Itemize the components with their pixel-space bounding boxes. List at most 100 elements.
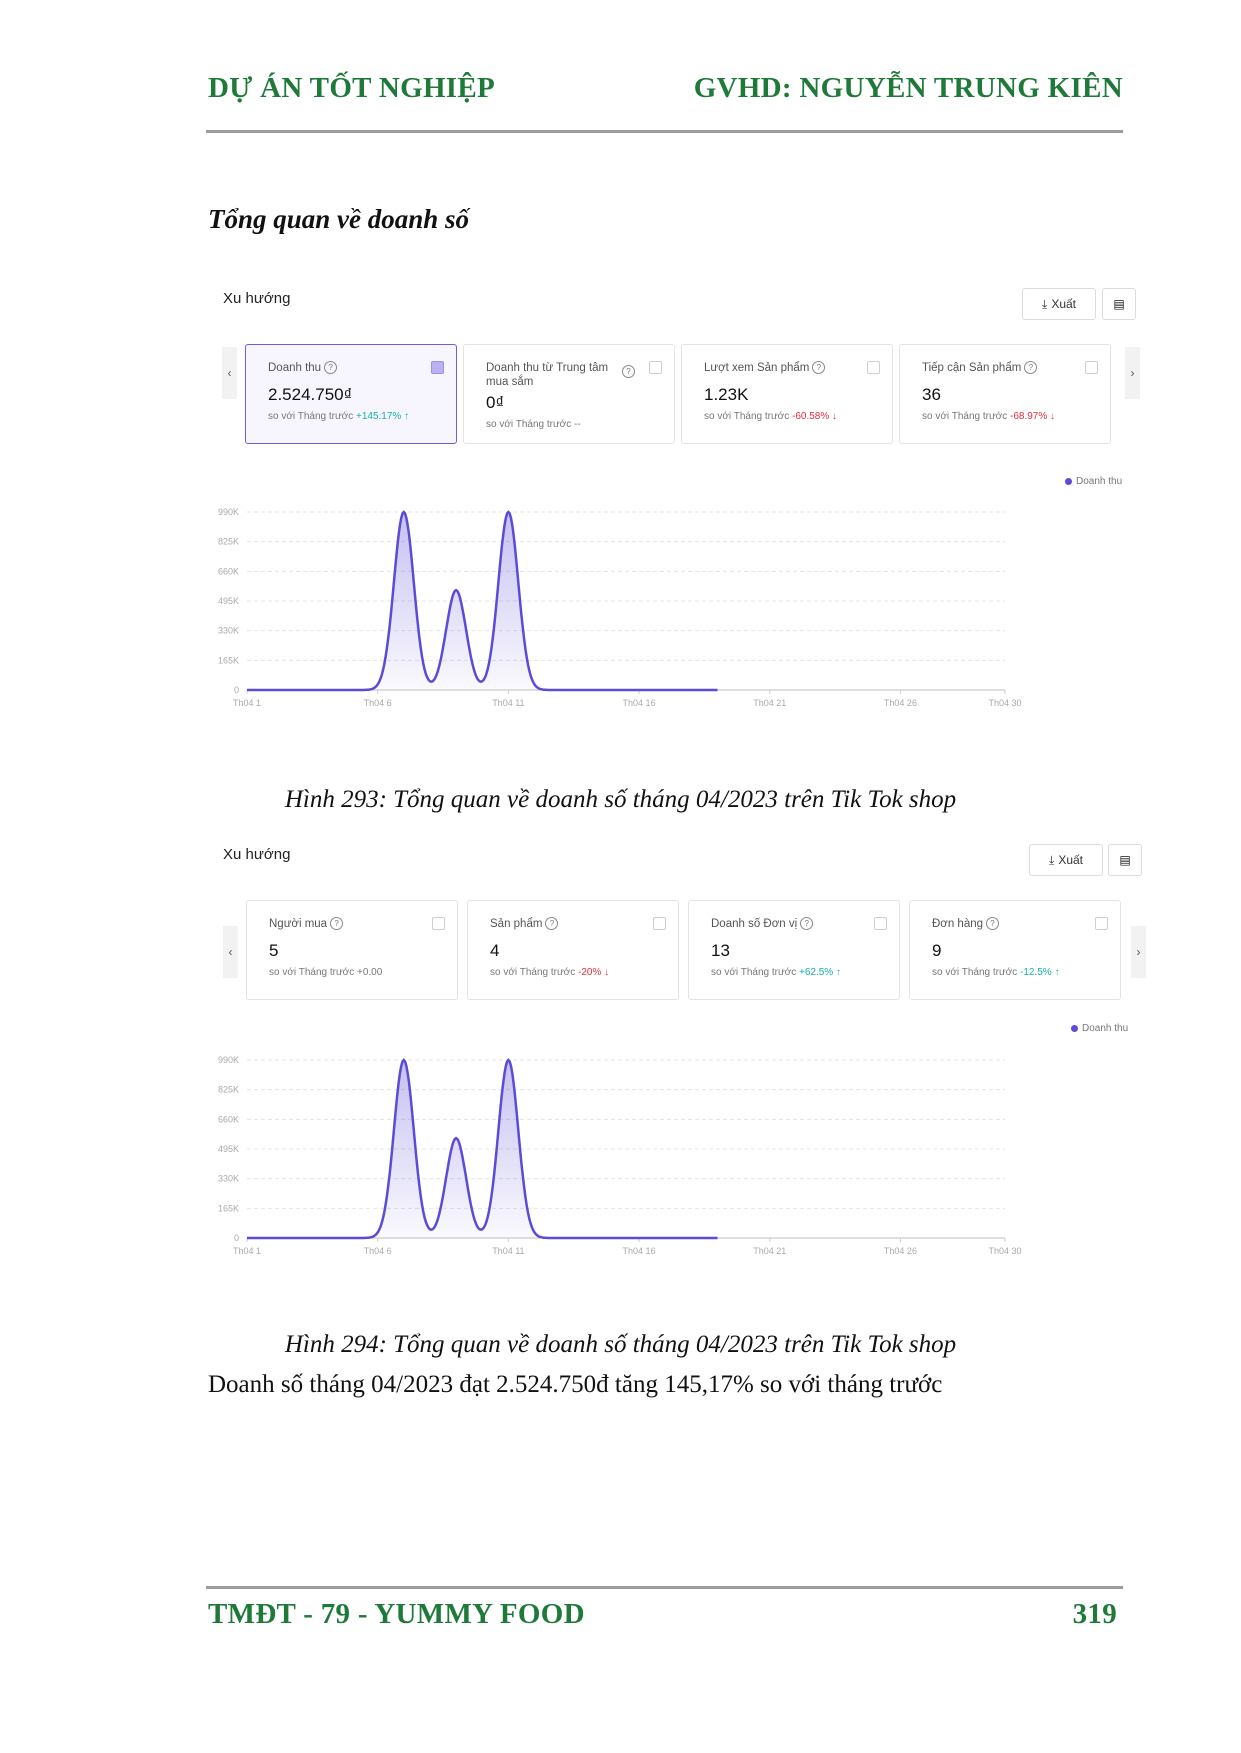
metric-checkbox[interactable] <box>1085 361 1098 374</box>
metric-checkbox[interactable] <box>653 917 666 930</box>
metric-card-products[interactable]: Sản phẩm? 4 so với Tháng trước -20% ↓ <box>467 900 679 1000</box>
metric-value: 9 <box>932 941 942 960</box>
help-icon: ? <box>622 365 635 378</box>
metric-change: +62.5% <box>799 967 834 978</box>
metric-label: Doanh số Đơn vị <box>711 918 798 930</box>
metric-value: 2.524.750₫ <box>268 385 353 404</box>
series-line-revenue <box>247 510 718 692</box>
metric-value: 0₫ <box>486 393 505 412</box>
chevron-right-icon: › <box>1136 945 1141 959</box>
x-tick-label: Th04 11 <box>492 1246 524 1256</box>
metric-card-orders[interactable]: Đơn hàng? 9 so với Tháng trước -12.5% ↑ <box>909 900 1121 1000</box>
metric-value: 36 <box>922 385 941 404</box>
prev-arrow-button[interactable]: ‹ <box>222 347 237 399</box>
metric-label: Doanh thu từ Trung tâm mua sắm <box>486 362 609 388</box>
metric-compare-label: so với Tháng trước <box>486 419 572 430</box>
export-button[interactable]: ⤓ Xuất <box>1029 844 1103 876</box>
chart-legend: Doanh thu <box>1071 1023 1128 1034</box>
metric-card-product-views[interactable]: Lượt xem Sản phẩm? 1.23K so với Tháng tr… <box>681 344 893 444</box>
y-tick-label: 495K <box>218 596 239 606</box>
x-tick-label: Th04 11 <box>492 698 524 708</box>
clipboard-button[interactable]: ▤ <box>1108 844 1142 876</box>
x-tick-label: Th04 21 <box>753 1246 786 1256</box>
y-tick-label: 990K <box>218 507 239 517</box>
legend-label: Doanh thu <box>1076 476 1123 487</box>
chevron-left-icon: ‹ <box>228 945 233 959</box>
panel-title: Xu hướng <box>223 846 291 863</box>
help-icon: ? <box>330 917 344 931</box>
chevron-right-icon: › <box>1130 366 1135 380</box>
x-tick-label: Th04 6 <box>364 698 392 708</box>
y-tick-label: 660K <box>218 566 239 576</box>
figure-caption-294: Hình 294: Tổng quan về doanh số tháng 04… <box>284 1331 957 1358</box>
metric-card-mall-revenue[interactable]: Doanh thu từ Trung tâm mua sắm ? 0₫ so v… <box>463 344 675 444</box>
metric-change: -20% <box>578 967 602 978</box>
trend-panel-1: Xu hướng ⤓ Xuất ▤ ‹ › Doanh thu? 2.524.7… <box>205 282 1140 750</box>
page-number: 319 <box>1072 1598 1117 1630</box>
metric-label: Tiếp cận Sản phẩm <box>922 362 1022 374</box>
figure-caption-293: Hình 293: Tổng quan về doanh số tháng 04… <box>284 786 957 813</box>
x-tick-label: Th04 30 <box>988 698 1021 708</box>
metric-compare-label: so với Tháng trước <box>490 967 576 978</box>
revenue-chart: 990K 825K 660K 495K 330K 165K 0 Th04 1 Th04 6 Th0… <box>218 1055 1022 1256</box>
metric-checkbox[interactable] <box>874 917 887 930</box>
help-icon: ? <box>986 917 1000 931</box>
metric-label: Đơn hàng <box>932 918 984 930</box>
next-arrow-button[interactable]: › <box>1131 926 1146 978</box>
metric-card-buyers[interactable]: Người mua? 5 so với Tháng trước +0.00 <box>246 900 458 1000</box>
help-icon: ? <box>324 361 338 375</box>
metric-card-product-reach[interactable]: Tiếp cận Sản phẩm? 36 so với Tháng trước… <box>899 344 1111 444</box>
y-tick-label: 825K <box>218 1085 239 1095</box>
footer-divider <box>206 1586 1123 1589</box>
arrow-up-icon: ↑ <box>1051 967 1060 978</box>
next-arrow-button[interactable]: › <box>1125 347 1140 399</box>
arrow-down-icon: ↓ <box>601 967 610 978</box>
y-tick-label: 660K <box>218 1114 239 1124</box>
clipboard-button[interactable]: ▤ <box>1102 288 1136 320</box>
metric-card-revenue[interactable]: Doanh thu? 2.524.750₫ so với Tháng trước… <box>245 344 457 444</box>
series-line-revenue <box>247 1058 718 1240</box>
metric-value: 5 <box>269 941 279 960</box>
metric-checkbox[interactable] <box>867 361 880 374</box>
x-tick-label: Th04 21 <box>753 698 786 708</box>
export-button[interactable]: ⤓ Xuất <box>1022 288 1096 320</box>
y-tick-label: 165K <box>218 1203 239 1213</box>
metric-checkbox[interactable] <box>431 361 444 374</box>
metric-value: 4 <box>490 941 500 960</box>
y-tick-label: 0 <box>234 685 239 695</box>
metric-change: -68.97% <box>1010 411 1048 422</box>
metric-compare-label: so với Tháng trước <box>932 967 1018 978</box>
y-tick-label: 330K <box>218 1174 239 1184</box>
metric-label: Doanh thu <box>268 362 322 374</box>
y-tick-label: 330K <box>218 626 239 636</box>
metric-label: Lượt xem Sản phẩm <box>704 362 810 374</box>
metric-compare-label: so với Tháng trước <box>704 411 790 422</box>
metric-checkbox[interactable] <box>1095 917 1108 930</box>
metric-compare-label: so với Tháng trước <box>922 411 1008 422</box>
x-tick-label: Th04 16 <box>623 698 656 708</box>
y-tick-label: 165K <box>218 655 239 665</box>
x-tick-label: Th04 1 <box>233 1246 261 1256</box>
arrow-up-icon: ↑ <box>401 411 410 422</box>
y-tick-label: 495K <box>218 1144 239 1154</box>
metric-checkbox[interactable] <box>649 361 662 374</box>
arrow-down-icon: ↓ <box>1047 411 1056 422</box>
download-icon: ⤓ <box>1042 296 1048 311</box>
metric-change: +0.00 <box>357 967 383 978</box>
x-tick-label: Th04 1 <box>233 698 261 708</box>
metric-value: 1.23K <box>704 385 749 404</box>
arrow-up-icon: ↑ <box>833 967 841 978</box>
help-icon: ? <box>1024 361 1038 375</box>
metric-card-units-sold[interactable]: Doanh số Đơn vị? 13 so với Tháng trước +… <box>688 900 900 1000</box>
y-tick-label: 990K <box>218 1055 239 1065</box>
footer-project: TMĐT - 79 - YUMMY FOOD <box>208 1598 585 1630</box>
y-tick-label: 825K <box>218 537 239 547</box>
prev-arrow-button[interactable]: ‹ <box>223 926 238 978</box>
section-title: Tổng quan về doanh số <box>208 204 470 234</box>
metric-compare-label: so với Tháng trước <box>711 967 797 978</box>
metric-compare-label: so với Tháng trước <box>269 967 355 978</box>
legend-dot <box>1065 478 1072 485</box>
metric-checkbox[interactable] <box>432 917 445 930</box>
clipboard-icon: ▤ <box>1119 853 1131 867</box>
x-tick-label: Th04 26 <box>884 1246 917 1256</box>
